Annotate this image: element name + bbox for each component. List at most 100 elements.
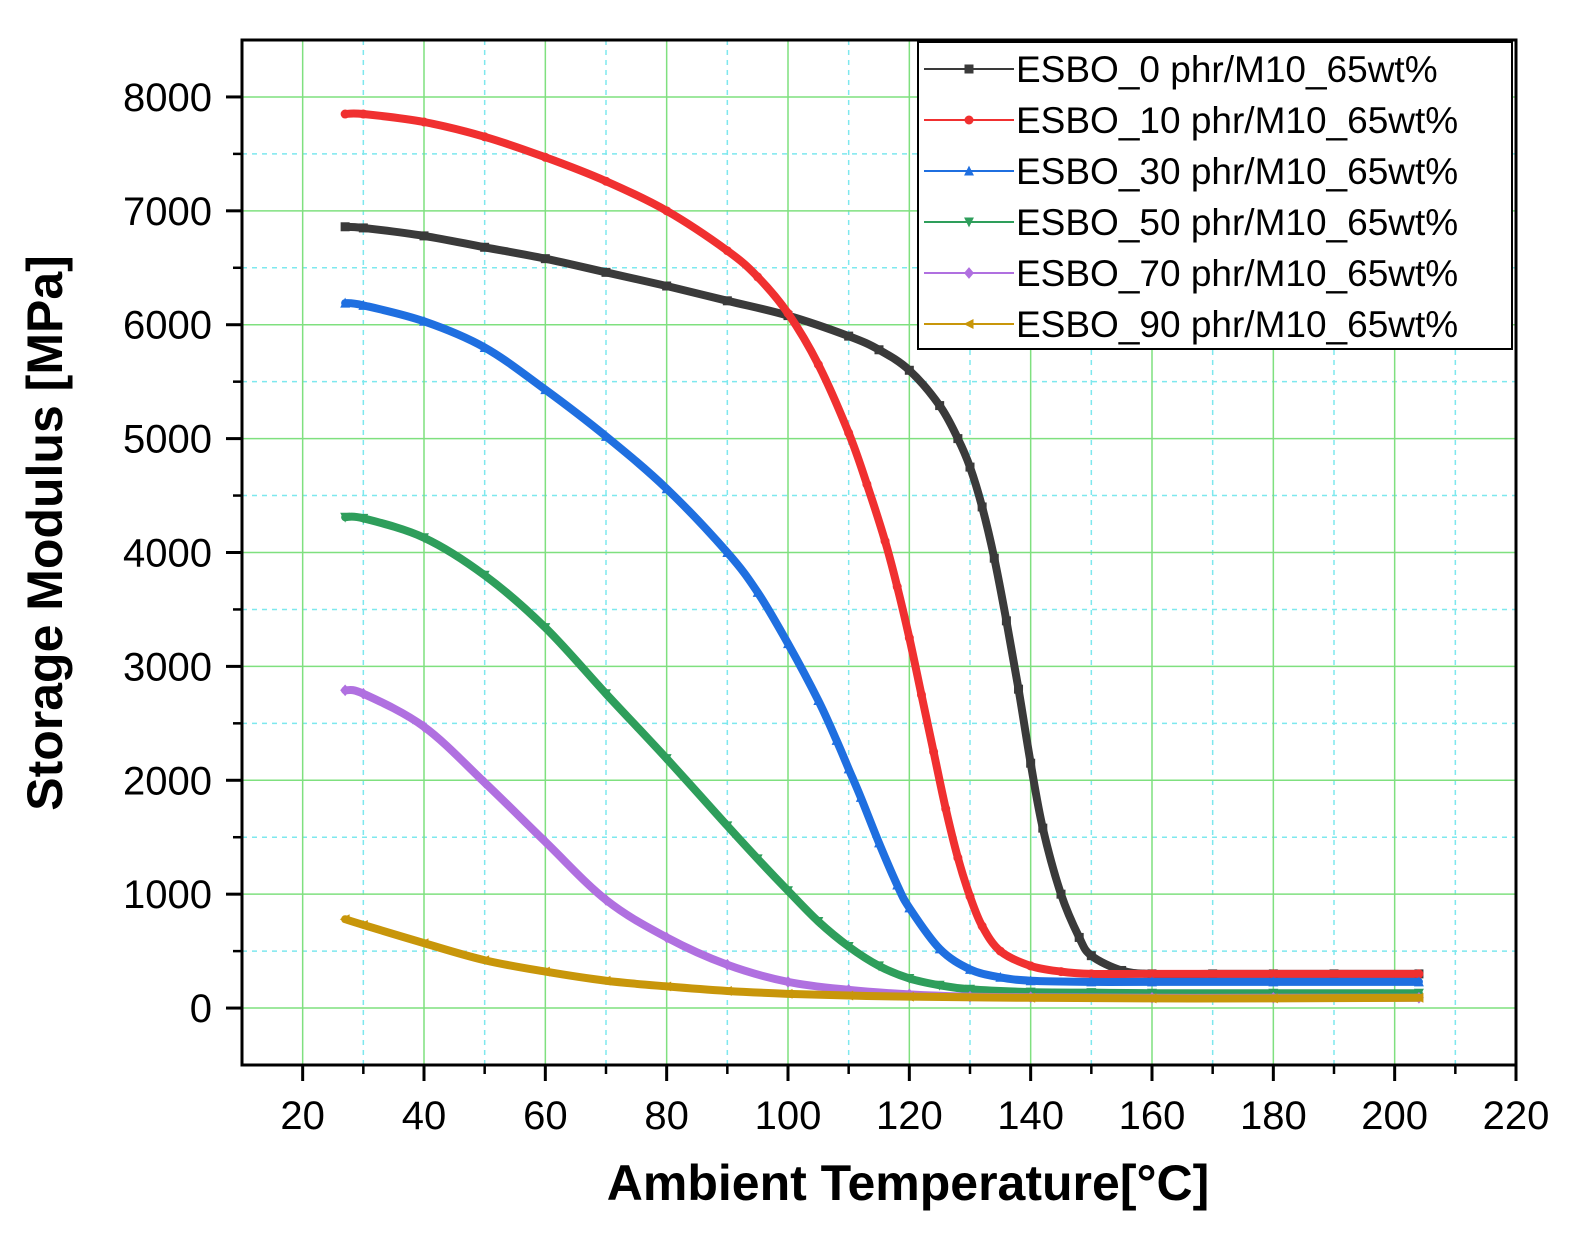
legend-item-5: ESBO_90 phr/M10_65wt% [924,304,1458,345]
data-point [1267,993,1278,1004]
data-point [1026,961,1036,971]
series-line [341,299,1423,986]
data-point [661,931,672,944]
data-point [358,687,369,700]
data-point [340,222,350,232]
data-point [783,976,793,988]
series-2 [340,297,1424,987]
legend-label: ESBO_70 phr/M10_65wt% [1016,253,1458,294]
legend-swatch-marker [964,217,974,228]
data-point [479,955,490,966]
data-point [831,735,842,745]
data-point [479,570,490,581]
x-axis-title: Ambient Temperature[°C] [607,1155,1209,1211]
data-point [1147,969,1157,979]
data-point [1025,992,1036,1003]
data-point [358,299,369,310]
data-point [419,720,429,733]
data-point [358,513,369,524]
data-point [752,854,763,865]
data-point [977,921,987,931]
data-point [661,483,672,494]
data-point [874,345,884,355]
data-point [892,879,903,890]
data-point [965,984,975,995]
data-point [843,763,854,774]
legend-swatch-marker [964,267,974,279]
data-point [843,983,854,996]
data-point [965,891,975,901]
data-point [601,430,611,441]
y-tick-label: 6000 [123,304,212,348]
data-point [965,963,975,974]
data-point [540,152,550,162]
y-tick-label: 4000 [123,532,212,576]
data-point [1086,951,1096,961]
data-point [752,586,763,597]
x-tick-label: 100 [755,1094,822,1138]
legend-item-2: ESBO_30 phr/M10_65wt% [924,151,1458,192]
data-point [601,267,611,277]
legend-swatch-marker [964,165,974,176]
data-point [874,961,884,972]
series-line [341,915,1423,1003]
y-tick-label: 0 [190,987,212,1031]
data-point [989,553,999,563]
x-tick-label: 20 [280,1094,325,1138]
data-point [880,536,890,546]
data-point [929,747,939,757]
data-point [904,973,915,984]
data-point [1074,932,1084,942]
legend-item-4: ESBO_70 phr/M10_65wt% [924,253,1458,294]
data-point [934,980,945,991]
legend-label: ESBO_10 phr/M10_65wt% [1016,100,1458,141]
data-point [782,988,793,999]
data-point [722,547,733,557]
data-point [1414,969,1424,979]
data-point [357,919,368,930]
legend-swatch-marker [964,115,974,125]
data-point [935,401,945,411]
data-point [539,966,550,977]
data-point [480,132,490,142]
data-point [843,942,854,952]
data-point [661,981,672,992]
data-point [995,946,1005,956]
data-point [662,206,672,216]
x-tick-label: 180 [1240,1094,1307,1138]
data-point [661,754,672,765]
data-point [1001,616,1011,626]
data-point [662,281,672,291]
data-point [1025,975,1036,986]
data-point [844,331,854,341]
data-point [874,837,884,848]
data-point [855,791,866,802]
legend-item-3: ESBO_50 phr/M10_65wt% [924,202,1458,243]
data-point [340,512,351,523]
y-tick-labels: 0 1000 2000 3000 4000 5000 6000 7000 8000 [123,76,212,1031]
data-point [340,684,351,697]
series-3 [340,512,1424,999]
series-1 [340,109,1424,979]
data-point [965,462,975,472]
x-tick-label: 80 [644,1094,689,1138]
data-point [904,365,914,375]
data-point [783,308,793,318]
data-point [419,231,429,241]
ticks [226,95,1518,1081]
y-axis-title: Storage Modulus [MPa] [17,255,73,811]
data-point [540,835,551,848]
x-tick-label: 200 [1361,1094,1428,1138]
data-point [479,342,490,352]
data-point [934,943,945,954]
data-point [892,582,902,592]
series-5 [339,914,1424,1004]
data-point [813,917,824,927]
data-point [916,690,926,700]
x-tick-label: 120 [876,1094,943,1138]
x-tick-label: 60 [523,1094,568,1138]
data-point [995,971,1006,982]
data-point [1086,988,1097,999]
data-point [1268,969,1278,979]
